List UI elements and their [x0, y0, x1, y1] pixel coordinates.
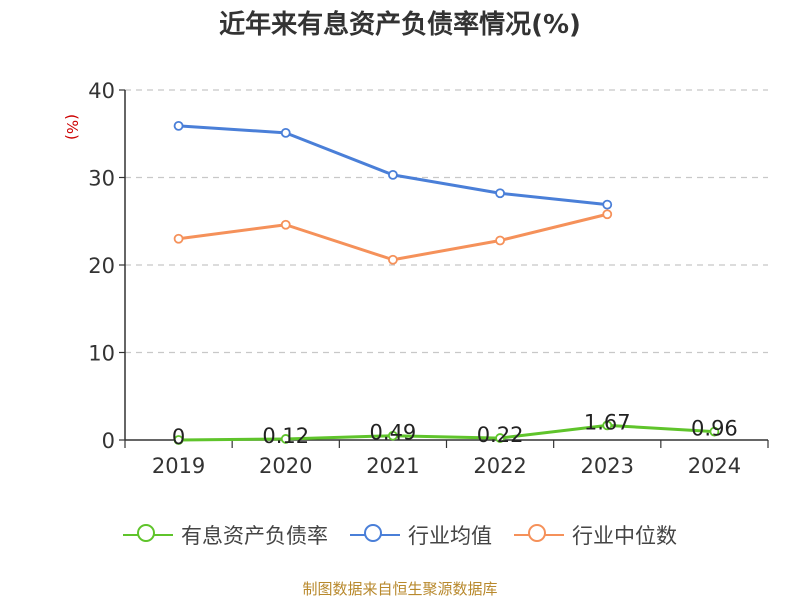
series-0-point — [709, 426, 720, 437]
series-2-point — [280, 219, 291, 230]
series-2-point — [602, 209, 613, 220]
series-0-point — [602, 420, 613, 431]
series-0-point — [388, 430, 398, 441]
x-tick-label: 2023 — [581, 454, 634, 478]
legend-label-industry-median: 行业中位数 — [572, 524, 677, 548]
legend-label-industry-mean: 行业均值 — [408, 524, 492, 548]
data-label: 0 — [172, 425, 185, 449]
chart-title: 近年来有息资产负债率情况(%) — [219, 10, 581, 40]
series-0-point — [280, 434, 291, 444]
data-label: 0.12 — [262, 424, 309, 448]
legend-swatch-debt-ratio — [123, 523, 173, 547]
legend-item-industry-mean[interactable]: 行业均值 — [350, 520, 492, 550]
x-tick-label: 2020 — [259, 454, 312, 478]
y-axis-label: (%) — [63, 114, 81, 140]
legend-swatch-industry-mean — [350, 523, 400, 547]
series-1-point — [388, 169, 398, 180]
x-tick-label: 2024 — [688, 454, 741, 478]
series-0-point — [173, 435, 184, 445]
legend-label-debt-ratio: 有息资产负债率 — [181, 524, 328, 548]
series-0-point — [495, 433, 505, 443]
series-1-point — [495, 188, 505, 199]
series-line-0 — [178, 423, 715, 442]
y-tick-label: 30 — [88, 167, 115, 191]
series-2-point — [495, 235, 505, 246]
series-1-point — [280, 127, 291, 138]
series-1-point — [602, 199, 613, 210]
x-tick-label: 2019 — [152, 454, 205, 478]
series-2-point — [173, 233, 184, 244]
series-line-1 — [178, 124, 608, 207]
data-label: 0.96 — [691, 417, 738, 441]
y-tick-label: 10 — [88, 342, 115, 366]
legend-item-debt-ratio[interactable]: 有息资产负债率 — [123, 520, 328, 550]
source-note: 制图数据来自恒生聚源数据库 — [302, 580, 498, 598]
series-2-point — [388, 254, 398, 265]
legend: 有息资产负债率 行业均值 行业中位数 — [0, 520, 800, 550]
legend-item-industry-median[interactable]: 行业中位数 — [514, 520, 677, 550]
y-tick-label: 20 — [88, 254, 115, 278]
legend-swatch-industry-median — [514, 523, 564, 547]
x-tick-label: 2021 — [366, 454, 419, 478]
data-label: 0.22 — [477, 423, 524, 447]
data-label: 0.49 — [370, 421, 417, 445]
x-tick-label: 2022 — [473, 454, 526, 478]
y-tick-label: 0 — [102, 429, 115, 453]
data-label: 1.67 — [584, 410, 631, 434]
series-1-point — [173, 120, 184, 131]
y-tick-label: 40 — [88, 79, 115, 103]
series-line-2 — [178, 212, 608, 262]
